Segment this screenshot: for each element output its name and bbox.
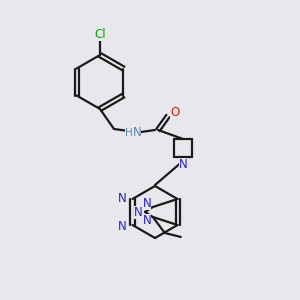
Text: Cl: Cl	[94, 28, 106, 40]
Text: H: H	[125, 128, 133, 138]
Text: N: N	[142, 214, 151, 227]
Text: N: N	[142, 197, 151, 210]
Text: N: N	[118, 191, 127, 205]
Text: N: N	[118, 220, 127, 232]
Text: N: N	[134, 206, 142, 218]
Text: N: N	[178, 158, 188, 170]
Text: N: N	[133, 125, 141, 139]
Text: O: O	[170, 106, 180, 119]
